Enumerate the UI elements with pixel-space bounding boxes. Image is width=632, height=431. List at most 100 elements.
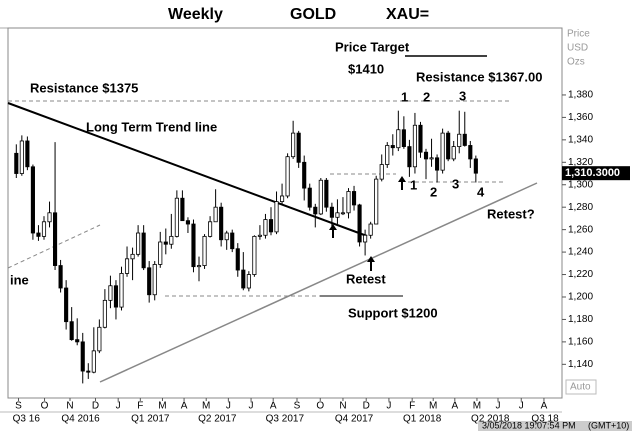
chart-title: Weekly bbox=[168, 6, 223, 23]
auto-button[interactable] bbox=[565, 379, 597, 395]
candle-body bbox=[324, 179, 329, 208]
x-tick-label: A bbox=[181, 401, 188, 412]
candle-body bbox=[113, 285, 119, 308]
candle-body bbox=[423, 151, 429, 160]
axis-header: Ozs bbox=[567, 57, 585, 68]
candle-body bbox=[219, 206, 224, 241]
annotation: ine bbox=[10, 272, 29, 287]
candle-body bbox=[457, 133, 462, 147]
candle-body bbox=[169, 235, 174, 245]
chart-title: XAU= bbox=[386, 6, 429, 23]
candle-body bbox=[91, 350, 96, 373]
y-tick-label: 1,200 bbox=[568, 292, 593, 303]
quarter-label: Q1 2018 bbox=[403, 414, 442, 425]
quarter-label: Q3 18 bbox=[531, 414, 559, 425]
x-tick-label: A bbox=[541, 401, 548, 412]
candle-body bbox=[357, 204, 362, 243]
quarter-label: Q3 2017 bbox=[266, 414, 305, 425]
candle-body bbox=[412, 124, 418, 168]
auto-label[interactable]: Auto bbox=[570, 382, 591, 393]
candle-body bbox=[202, 235, 207, 266]
candle-body bbox=[130, 253, 135, 260]
candle-body bbox=[307, 187, 312, 208]
candle-body bbox=[75, 339, 80, 343]
candle-body bbox=[69, 321, 74, 341]
candle-body bbox=[407, 146, 412, 168]
annotation: Support $1200 bbox=[348, 305, 438, 320]
annotation: Resistance $1375 bbox=[30, 80, 138, 95]
candle-body bbox=[36, 232, 41, 237]
candle-body bbox=[19, 140, 24, 174]
candle-body bbox=[435, 157, 440, 171]
candle-body bbox=[379, 164, 384, 180]
candle-body bbox=[313, 206, 318, 215]
x-tick-label: F bbox=[409, 401, 415, 412]
candle-body bbox=[340, 212, 346, 215]
candle-body bbox=[440, 132, 445, 171]
candle-body bbox=[285, 156, 290, 197]
x-tick-label: N bbox=[339, 401, 346, 412]
candle-body bbox=[401, 129, 406, 147]
trend-line bbox=[7, 102, 368, 237]
annotation: $1410 bbox=[348, 61, 384, 76]
candle-body bbox=[451, 146, 456, 160]
quarter-label: Q4 2017 bbox=[335, 414, 374, 425]
candle-body bbox=[163, 241, 168, 245]
arrow bbox=[398, 176, 406, 190]
candle-body bbox=[58, 265, 63, 289]
x-tick-label: J bbox=[495, 401, 500, 412]
candle-body bbox=[25, 140, 30, 168]
candle-body bbox=[213, 206, 218, 223]
candle-body bbox=[152, 264, 157, 296]
x-tick-label: S bbox=[294, 401, 301, 412]
timestamp: (GMT+10) bbox=[588, 420, 629, 430]
candle-body bbox=[363, 234, 368, 243]
candle-body bbox=[291, 132, 296, 158]
y-tick-label: 1,360 bbox=[568, 112, 593, 123]
x-tick-label: O bbox=[41, 401, 49, 412]
candle-body bbox=[80, 341, 85, 372]
candle-body bbox=[318, 179, 323, 215]
y-tick-label: 1,160 bbox=[568, 337, 593, 348]
candle-body bbox=[241, 269, 246, 289]
candle-body bbox=[158, 241, 163, 265]
candle-body bbox=[396, 129, 401, 149]
x-tick-label: M bbox=[429, 401, 437, 412]
candle-body bbox=[302, 161, 307, 189]
candle-body bbox=[429, 157, 434, 160]
annotation: 2 bbox=[430, 184, 437, 199]
annotation: Long Term Trend line bbox=[86, 119, 217, 134]
y-tick-label: 1,280 bbox=[568, 202, 593, 213]
candle-body bbox=[296, 132, 301, 163]
candle-body bbox=[257, 234, 262, 237]
annotation: 3 bbox=[452, 176, 459, 191]
annotation: 2 bbox=[423, 89, 430, 104]
annotation: 3 bbox=[459, 88, 466, 103]
candle-body bbox=[97, 326, 102, 352]
timestamp: 3/05/2018 19:07:54 PM bbox=[482, 420, 576, 430]
x-tick-label: A bbox=[270, 401, 277, 412]
candle-body bbox=[136, 232, 141, 255]
arrow bbox=[329, 224, 337, 238]
y-tick-label: 1,300 bbox=[568, 179, 593, 190]
candle-body bbox=[335, 212, 340, 218]
annotation: Retest? bbox=[487, 206, 535, 221]
candle-body bbox=[374, 178, 379, 225]
x-tick-label: M bbox=[473, 401, 481, 412]
y-tick-label: 1,180 bbox=[568, 314, 593, 325]
candle-body bbox=[86, 370, 91, 373]
candle-body bbox=[246, 274, 251, 289]
x-tick-label: S bbox=[15, 401, 22, 412]
x-tick-label: J bbox=[226, 401, 231, 412]
candle-body bbox=[14, 152, 19, 174]
candle-body bbox=[141, 232, 146, 269]
candle-body bbox=[390, 145, 395, 149]
candle-body bbox=[368, 223, 373, 236]
chart-title: GOLD bbox=[290, 6, 336, 23]
last-price-box bbox=[562, 166, 630, 181]
timestamp-box bbox=[478, 421, 632, 431]
annotation: Price Target bbox=[335, 39, 410, 54]
candle-body bbox=[462, 133, 467, 146]
candle-body bbox=[280, 195, 285, 202]
